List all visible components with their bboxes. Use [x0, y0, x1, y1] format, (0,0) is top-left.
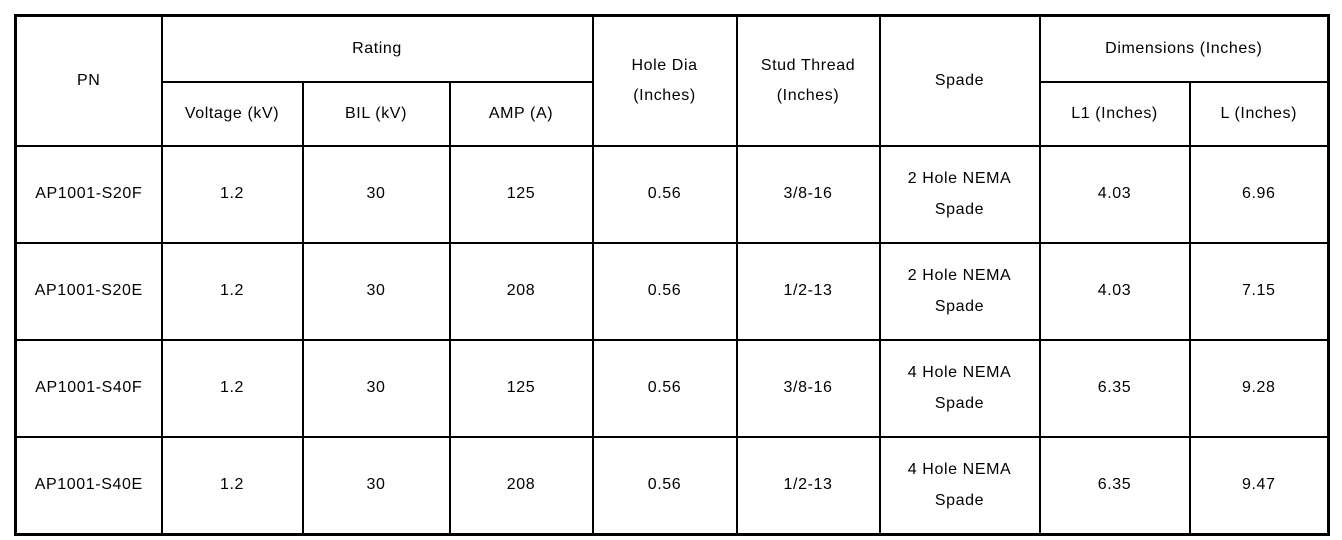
cell-voltage: 1.2 — [160, 339, 304, 438]
cell-amp: 208 — [448, 242, 594, 341]
product-spec-table: PN Rating Hole Dia (Inches) Stud Thread … — [14, 14, 1331, 536]
cell-stud-thread: 3/8-16 — [735, 145, 881, 244]
column-header-hole-dia: Hole Dia (Inches) — [591, 14, 738, 147]
cell-amp: 125 — [448, 339, 594, 438]
cell-amp: 125 — [448, 145, 594, 244]
cell-bil: 30 — [301, 339, 451, 438]
cell-l: 6.96 — [1188, 145, 1330, 244]
cell-stud-thread: 1/2-13 — [735, 436, 881, 536]
cell-l1: 6.35 — [1038, 436, 1191, 536]
column-group-header-dimensions: Dimensions (Inches) — [1038, 14, 1330, 83]
cell-stud-thread: 3/8-16 — [735, 339, 881, 438]
spec-table-container: PN Rating Hole Dia (Inches) Stud Thread … — [14, 14, 1331, 536]
cell-voltage: 1.2 — [160, 242, 304, 341]
cell-hole-dia: 0.56 — [591, 145, 738, 244]
cell-pn: AP1001-S40F — [14, 339, 163, 438]
column-header-l1: L1 (Inches) — [1038, 81, 1191, 147]
column-header-bil: BIL (kV) — [301, 81, 451, 147]
table-row: AP1001-S40F 1.2 30 125 0.56 3/8-16 4 Hol… — [14, 339, 1330, 438]
cell-amp: 208 — [448, 436, 594, 536]
cell-bil: 30 — [301, 145, 451, 244]
cell-spade: 2 Hole NEMA Spade — [878, 145, 1041, 244]
cell-bil: 30 — [301, 242, 451, 341]
cell-l: 9.47 — [1188, 436, 1330, 536]
cell-hole-dia: 0.56 — [591, 242, 738, 341]
cell-hole-dia: 0.56 — [591, 436, 738, 536]
column-header-stud-thread: Stud Thread (Inches) — [735, 14, 881, 147]
cell-l1: 4.03 — [1038, 145, 1191, 244]
table-row: AP1001-S40E 1.2 30 208 0.56 1/2-13 4 Hol… — [14, 436, 1330, 536]
cell-spade: 2 Hole NEMA Spade — [878, 242, 1041, 341]
cell-stud-thread: 1/2-13 — [735, 242, 881, 341]
cell-voltage: 1.2 — [160, 145, 304, 244]
column-header-amp: AMP (A) — [448, 81, 594, 147]
cell-pn: AP1001-S20E — [14, 242, 163, 341]
table-row: AP1001-S20E 1.2 30 208 0.56 1/2-13 2 Hol… — [14, 242, 1330, 341]
cell-pn: AP1001-S20F — [14, 145, 163, 244]
column-header-l: L (Inches) — [1188, 81, 1330, 147]
column-header-pn: PN — [14, 14, 163, 147]
cell-pn: AP1001-S40E — [14, 436, 163, 536]
cell-l1: 4.03 — [1038, 242, 1191, 341]
cell-spade: 4 Hole NEMA Spade — [878, 339, 1041, 438]
cell-l1: 6.35 — [1038, 339, 1191, 438]
table-row: AP1001-S20F 1.2 30 125 0.56 3/8-16 2 Hol… — [14, 145, 1330, 244]
column-header-spade: Spade — [878, 14, 1041, 147]
cell-l: 7.15 — [1188, 242, 1330, 341]
column-group-header-rating: Rating — [160, 14, 594, 83]
cell-bil: 30 — [301, 436, 451, 536]
cell-spade: 4 Hole NEMA Spade — [878, 436, 1041, 536]
cell-l: 9.28 — [1188, 339, 1330, 438]
cell-voltage: 1.2 — [160, 436, 304, 536]
column-header-voltage: Voltage (kV) — [160, 81, 304, 147]
cell-hole-dia: 0.56 — [591, 339, 738, 438]
